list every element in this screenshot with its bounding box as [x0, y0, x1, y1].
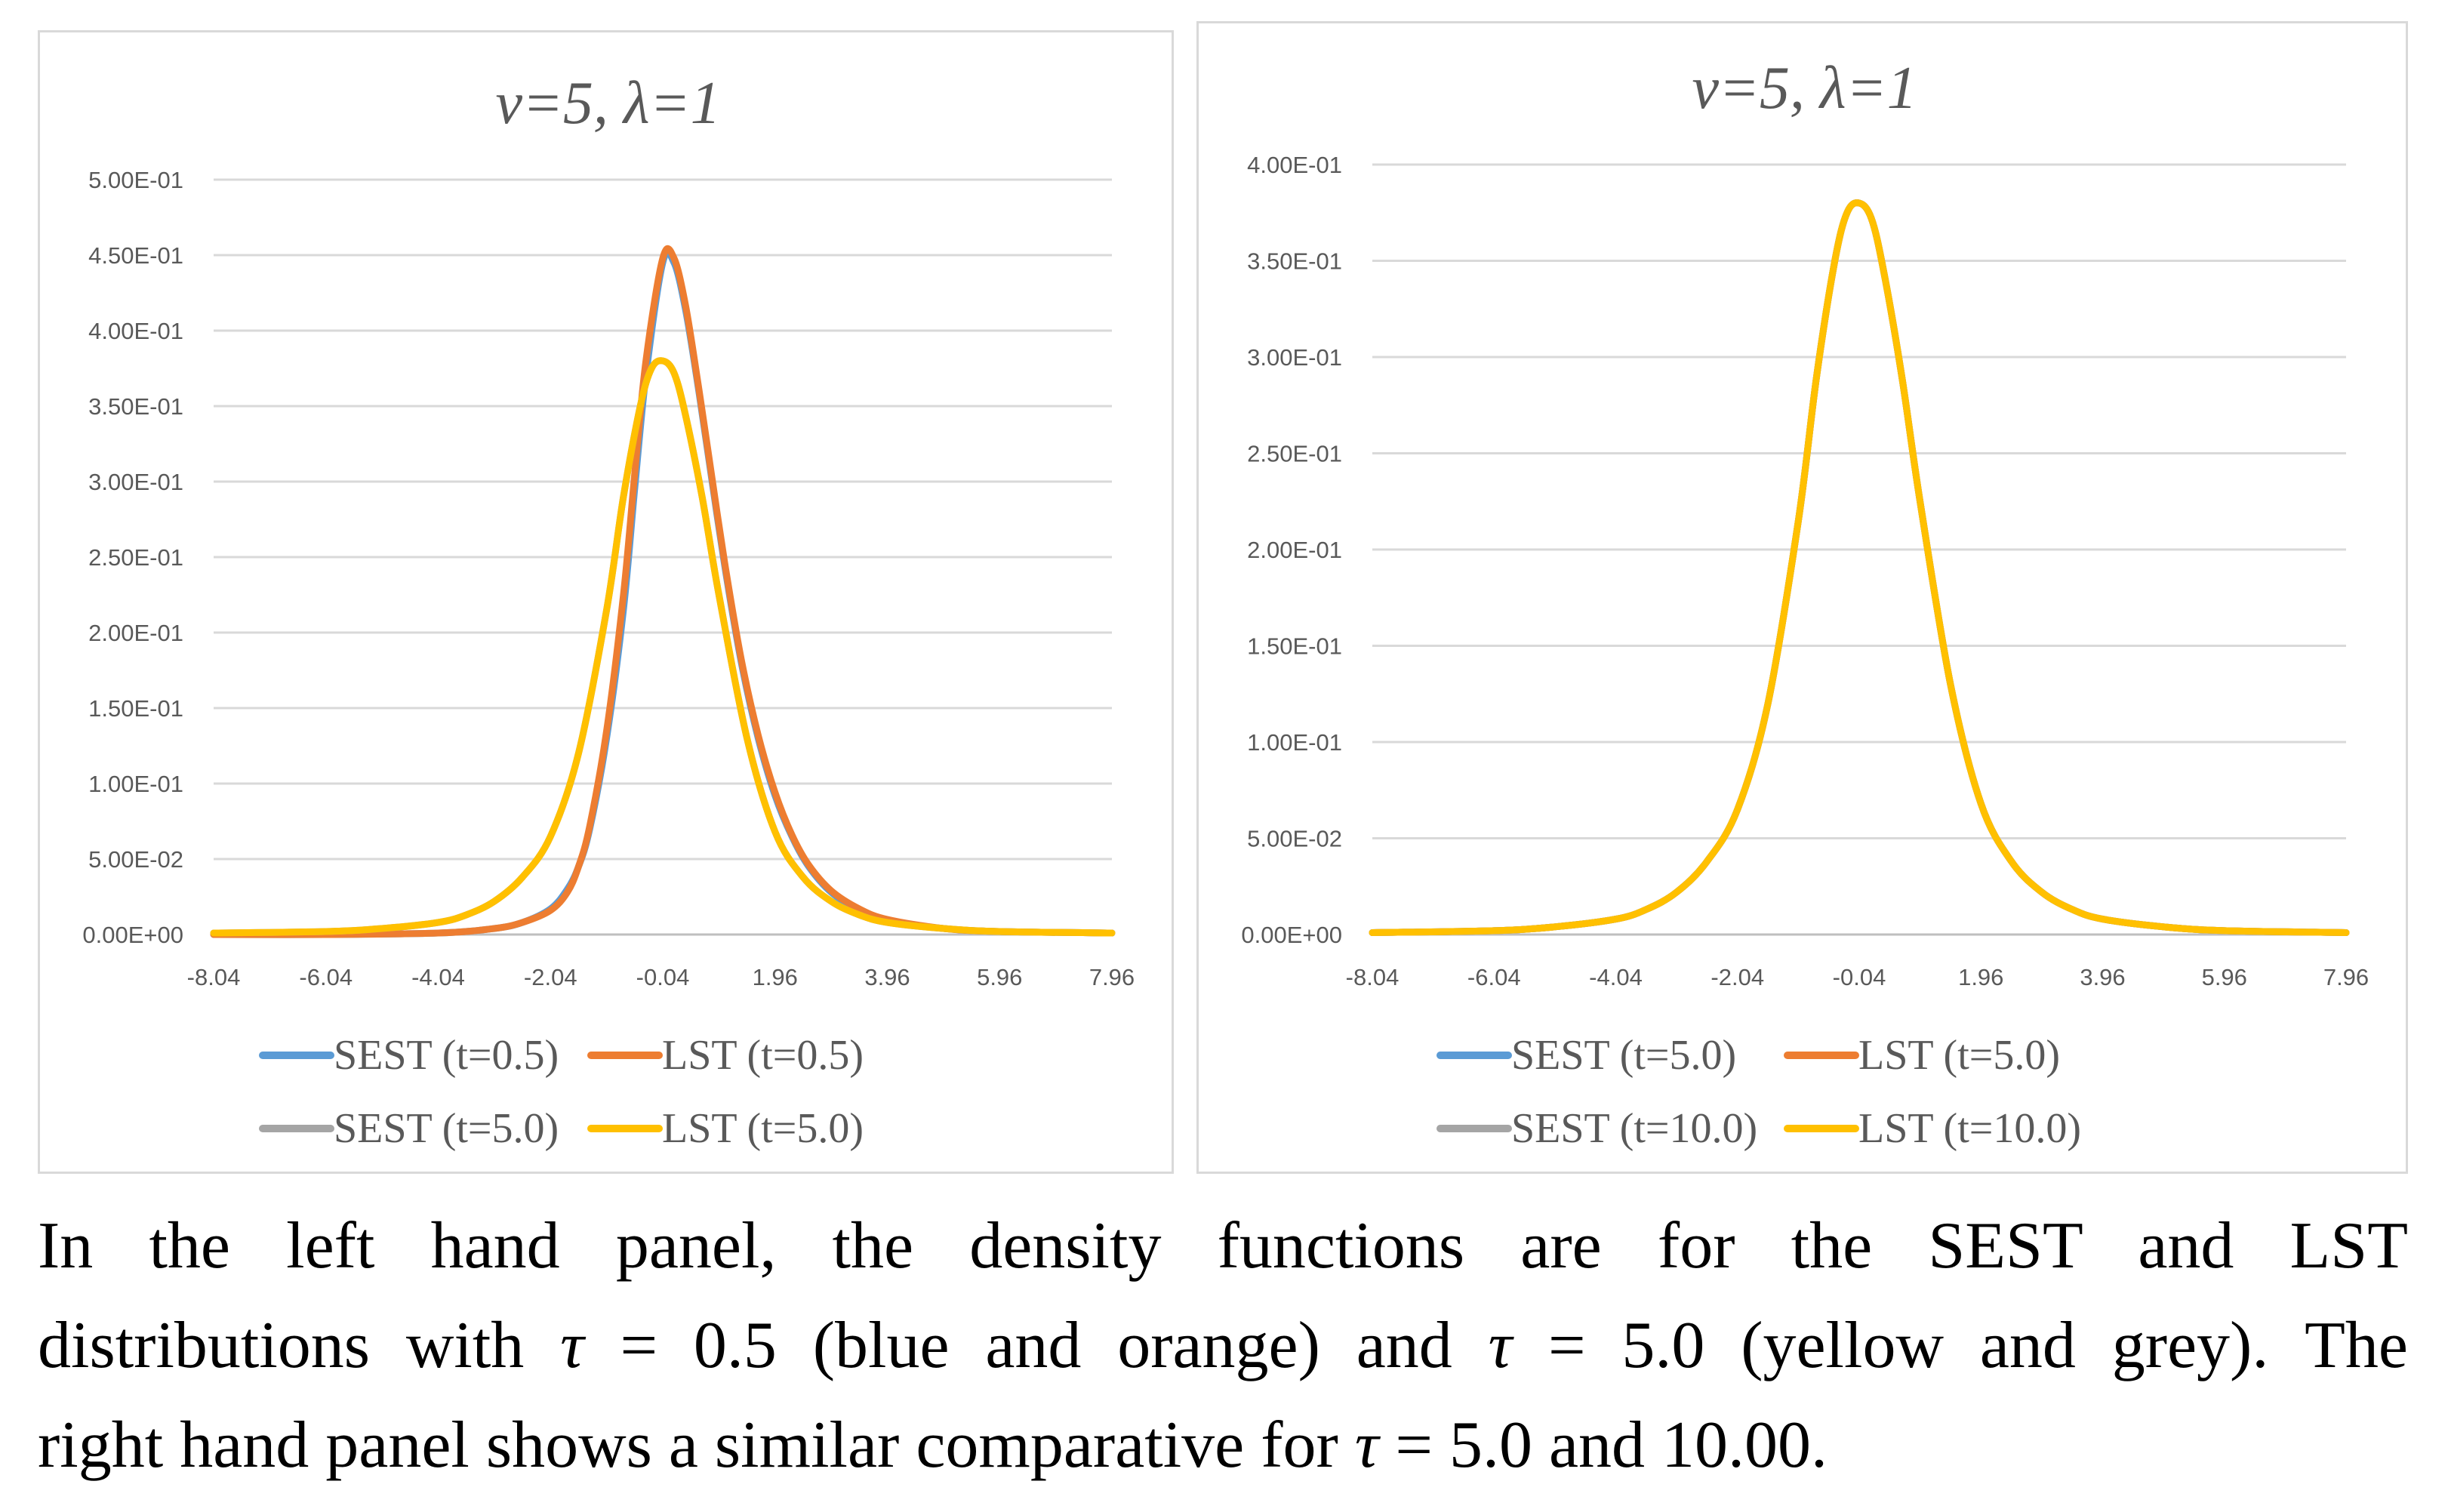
y-tick-label: 4.00E-01: [1247, 152, 1342, 178]
chart-title: ν=5, λ=1: [495, 70, 720, 137]
series-line: [1369, 199, 2350, 936]
x-tick-label: -0.04: [1833, 964, 1886, 990]
y-tick-label: 1.00E-01: [88, 771, 183, 797]
legend-entry: LST (t=10.0): [1858, 1105, 2081, 1152]
right-chart-panel: ν=5, λ=1 0.00E+00 5.00E-02 1.00E-01 1.50E-01…: [1196, 21, 2408, 1174]
y-tick-label: 5.00E-02: [88, 846, 183, 873]
x-tick-label: 3.96: [864, 964, 910, 990]
tau-symbol: τ: [1354, 1409, 1379, 1482]
x-tick-label: 1.96: [753, 964, 798, 990]
x-tick-label: 5.96: [977, 964, 1022, 990]
y-tick-label: 4.00E-01: [88, 318, 183, 344]
caption-line-2: distributions with τ = 0.5 (blue and ora…: [38, 1296, 2408, 1396]
series-line: [210, 357, 1116, 937]
legend-entry: SEST (t=5.0): [1511, 1032, 1736, 1079]
x-tick-label: -6.04: [1467, 964, 1521, 990]
x-tick-label: -2.04: [1711, 964, 1764, 990]
y-tick-label: 2.50E-01: [1247, 441, 1342, 467]
x-tick-label: -2.04: [524, 964, 577, 990]
x-tick-label: 7.96: [2323, 964, 2369, 990]
legend-entry: SEST (t=0.5): [334, 1032, 559, 1079]
y-tick-label: 2.50E-01: [88, 544, 183, 571]
y-tick-label: 5.00E-01: [88, 167, 183, 193]
y-tick-label: 4.50E-01: [88, 242, 183, 269]
x-tick-label: 1.96: [1958, 964, 2003, 990]
tau-symbol: τ: [560, 1309, 584, 1382]
x-tick-label: 5.96: [2202, 964, 2247, 990]
y-tick-label: 1.00E-01: [1247, 729, 1342, 756]
y-tick-label: 0.00E+00: [1241, 922, 1342, 948]
caption-text: = 0.5 (blue and orange) and: [584, 1309, 1489, 1382]
y-tick-label: 2.00E-01: [88, 620, 183, 646]
y-tick-label: 5.00E-02: [1247, 826, 1342, 852]
caption-text: right hand panel shows a similar compara…: [38, 1409, 1355, 1482]
legend-entry: LST (t=5.0): [1858, 1032, 2060, 1079]
series-line: [1369, 199, 2350, 936]
tau-symbol: τ: [1488, 1309, 1513, 1382]
series-line: [1369, 199, 2350, 936]
y-tick-label: 2.00E-01: [1247, 537, 1342, 563]
x-tick-label: -4.04: [411, 964, 465, 990]
x-tick-label: 3.96: [2080, 964, 2125, 990]
left-chart-panel: ν=5, λ=1 0.00E+00 5.00E-02 1.00E-01 1.50E-01…: [38, 30, 1174, 1174]
y-tick-label: 1.50E-01: [1247, 633, 1342, 660]
caption-text: = 5.0 and 10.00.: [1378, 1409, 1828, 1482]
right-chart-svg: ν=5, λ=1 0.00E+00 5.00E-02 1.00E-01 1.50E-01…: [1241, 55, 2369, 1152]
figure-caption: In the left hand panel, the density func…: [38, 1196, 2408, 1495]
caption-text: distributions with: [38, 1309, 561, 1382]
series-line: [210, 248, 1116, 938]
x-tick-label: -8.04: [1346, 964, 1400, 990]
y-tick-label: 3.50E-01: [88, 393, 183, 420]
x-tick-label: -0.04: [636, 964, 690, 990]
series-line: [210, 357, 1116, 937]
x-tick-label: -4.04: [1589, 964, 1643, 990]
x-tick-label: 7.96: [1089, 964, 1135, 990]
x-tick-label: -8.04: [187, 964, 241, 990]
legend-entry: LST (t=0.5): [662, 1032, 864, 1079]
x-tick-label: -6.04: [299, 964, 353, 990]
series-line: [1369, 199, 2350, 936]
series-line: [210, 245, 1116, 938]
y-tick-label: 3.00E-01: [1247, 344, 1342, 371]
left-chart-svg: ν=5, λ=1 0.00E+00 5.00E-02 1.00E-01 1.50E-01…: [82, 70, 1135, 1152]
legend-entry: SEST (t=5.0): [334, 1105, 559, 1152]
y-tick-label: 1.50E-01: [88, 695, 183, 722]
legend-entry: LST (t=5.0): [662, 1105, 864, 1152]
y-tick-label: 3.50E-01: [1247, 248, 1342, 275]
caption-line-3: right hand panel shows a similar compara…: [38, 1396, 2408, 1495]
y-tick-label: 3.00E-01: [88, 469, 183, 495]
legend-entry: SEST (t=10.0): [1511, 1105, 1757, 1152]
chart-title: ν=5, λ=1: [1692, 55, 1917, 122]
y-tick-label: 0.00E+00: [82, 922, 183, 948]
caption-line-1: In the left hand panel, the density func…: [38, 1209, 2408, 1283]
caption-text: = 5.0 (yellow and grey). The: [1512, 1309, 2408, 1382]
